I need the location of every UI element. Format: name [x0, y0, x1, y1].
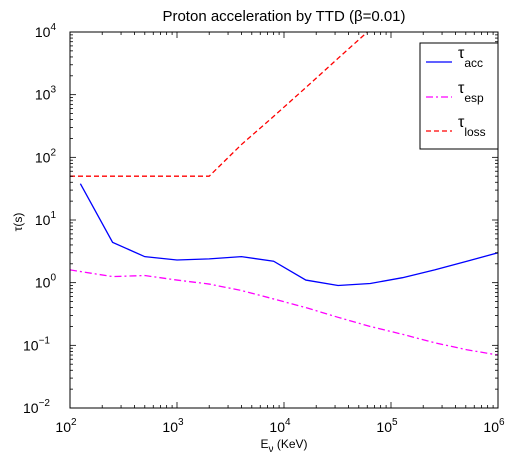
- x-tick-label-exp: 2: [71, 417, 77, 428]
- legend-label-sub: loss: [464, 125, 485, 139]
- x-tick-label: 102: [55, 417, 77, 435]
- y-tick-label-base: 10: [23, 400, 39, 416]
- legend-label-main: τ: [458, 114, 465, 131]
- x-tick-label-base: 10: [483, 419, 499, 435]
- y-tick-label: 10−1: [23, 335, 50, 353]
- y-axis-label: τ(s): [11, 213, 25, 232]
- legend-label-sub: esp: [464, 91, 484, 105]
- x-tick-label-exp: 5: [392, 417, 398, 428]
- y-tick-label: 103: [35, 85, 57, 103]
- x-tick-label: 103: [162, 417, 184, 435]
- x-tick-label-exp: 4: [285, 417, 291, 428]
- y-tick-label-base: 10: [35, 149, 51, 165]
- x-tick-label: 104: [269, 417, 291, 435]
- legend-label-acc: τacc: [458, 45, 483, 70]
- tick-marks: [69, 31, 499, 409]
- series-layer: [70, 32, 498, 356]
- legend-label-main: τ: [458, 80, 465, 97]
- y-tick-label: 10−2: [23, 398, 50, 416]
- legend-label-esp: τesp: [458, 80, 484, 105]
- y-tick-label-exp: 0: [50, 273, 56, 284]
- x-tick-label-exp: 6: [499, 417, 505, 428]
- y-tick-label-base: 10: [35, 87, 51, 103]
- legend-label-loss: τloss: [458, 114, 486, 139]
- x-axis-label-main: E: [260, 437, 268, 451]
- y-tick-label-base: 10: [35, 275, 51, 291]
- x-axis-label: Eν (KeV): [260, 437, 307, 455]
- y-tick-label-exp: −2: [39, 398, 51, 409]
- legend-label-sub: acc: [464, 56, 483, 70]
- y-tick-label-exp: 3: [50, 85, 56, 96]
- legend-box: [419, 42, 499, 150]
- y-tick-label: 101: [35, 210, 57, 228]
- x-tick-label-exp: 3: [178, 417, 184, 428]
- y-tick-label-base: 10: [35, 24, 51, 40]
- y-tick-label-exp: −1: [39, 335, 51, 346]
- y-tick-label-exp: 4: [50, 22, 56, 33]
- x-axis-label-suffix: (KeV): [274, 437, 308, 451]
- x-tick-label-base: 10: [162, 419, 178, 435]
- chart-title: Proton acceleration by TTD (β=0.01): [162, 8, 405, 25]
- y-tick-label: 102: [35, 147, 57, 165]
- series-line-loss: [70, 32, 369, 177]
- legend-label-main: τ: [458, 45, 465, 62]
- x-axis-label-sub: ν: [269, 444, 274, 455]
- y-tick-label-base: 10: [35, 212, 51, 228]
- series-line-esp: [70, 269, 498, 356]
- x-tick-labels: 102 103 104 105 106: [55, 417, 505, 435]
- y-tick-label: 104: [35, 22, 57, 40]
- series-line-acc: [79, 183, 498, 287]
- x-tick-label: 106: [483, 417, 505, 435]
- x-tick-label-base: 10: [269, 419, 285, 435]
- x-tick-label-base: 10: [376, 419, 392, 435]
- y-tick-label-base: 10: [23, 337, 39, 353]
- y-tick-label-exp: 2: [50, 147, 56, 158]
- y-tick-label: 100: [35, 273, 57, 291]
- y-tick-label-exp: 1: [50, 210, 56, 221]
- x-tick-label: 105: [376, 417, 398, 435]
- x-tick-label-base: 10: [55, 419, 71, 435]
